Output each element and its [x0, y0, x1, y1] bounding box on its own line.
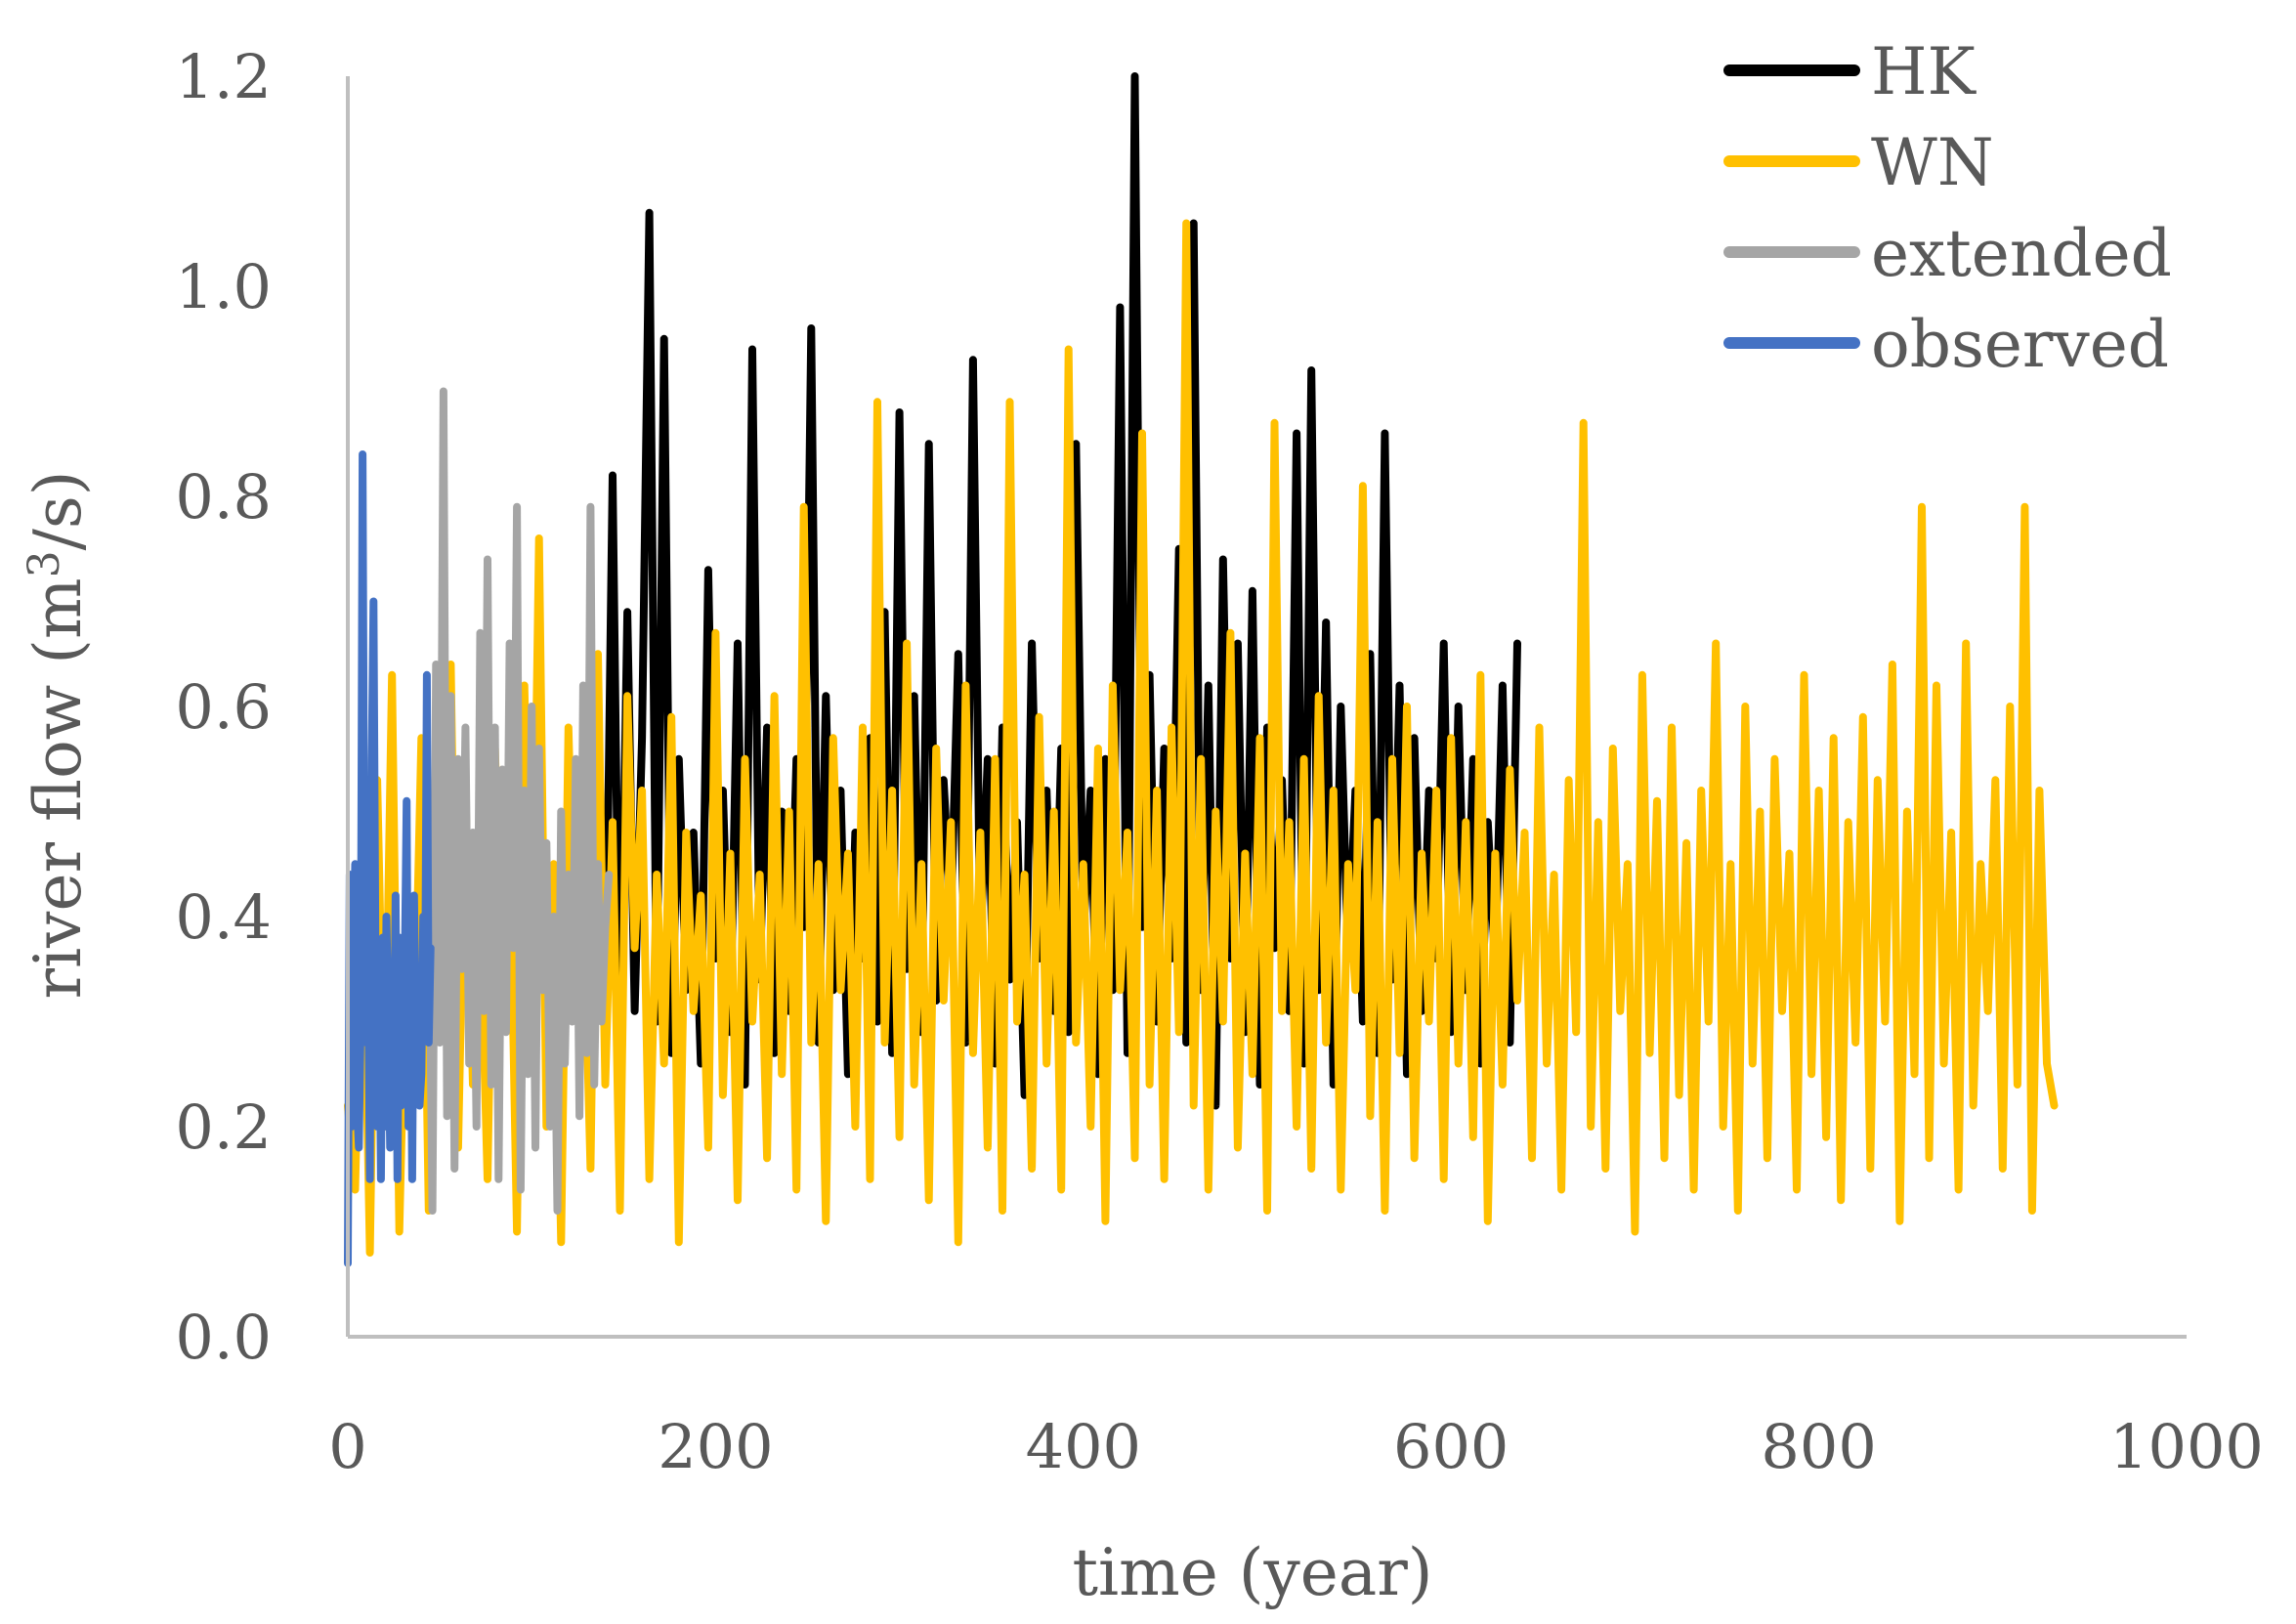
y-axis-title: river flow (m3/s): [20, 471, 96, 1000]
y-tick-label: 0.8: [175, 461, 272, 533]
y-tick-label: 0.2: [175, 1091, 272, 1163]
series-line-wn: [344, 219, 2059, 1257]
legend: HK WN extended observed: [1723, 34, 2172, 382]
series-layer: [344, 72, 2059, 1267]
y-tick-label: 0.4: [175, 881, 272, 953]
series-line-observed: [344, 450, 435, 1267]
legend-label-wn: WN: [1871, 125, 1994, 200]
x-axis-title: time (year): [1073, 1535, 1433, 1610]
y-axis-title-prefix: river flow (m: [21, 577, 96, 999]
x-tick-label: 800: [1761, 1411, 1876, 1482]
y-tick-label: 1.0: [175, 251, 272, 322]
x-tick-label: 1000: [2109, 1411, 2264, 1482]
legend-label-observed: observed: [1871, 307, 2169, 382]
x-tick-label: 600: [1393, 1411, 1509, 1482]
y-tick-label: 1.2: [175, 41, 272, 112]
x-tick-label: 400: [1026, 1411, 1141, 1482]
y-tick-labels: 0.0 0.2 0.4 0.6 0.8 1.0 1.2: [175, 41, 272, 1373]
y-tick-label: 0.6: [175, 671, 272, 743]
y-tick-label: 0.0: [175, 1302, 272, 1373]
x-tick-label: 200: [658, 1411, 773, 1482]
x-tick-labels: 0 200 400 600 800 1000: [328, 1411, 2264, 1482]
legend-label-hk: HK: [1871, 34, 1977, 109]
x-tick-label: 0: [328, 1411, 366, 1482]
y-axis-title-suffix: /s): [21, 471, 96, 551]
series-line-extended: [424, 387, 614, 1215]
y-axis-title-superscript: 3: [20, 550, 69, 577]
legend-label-extended: extended: [1871, 216, 2172, 291]
